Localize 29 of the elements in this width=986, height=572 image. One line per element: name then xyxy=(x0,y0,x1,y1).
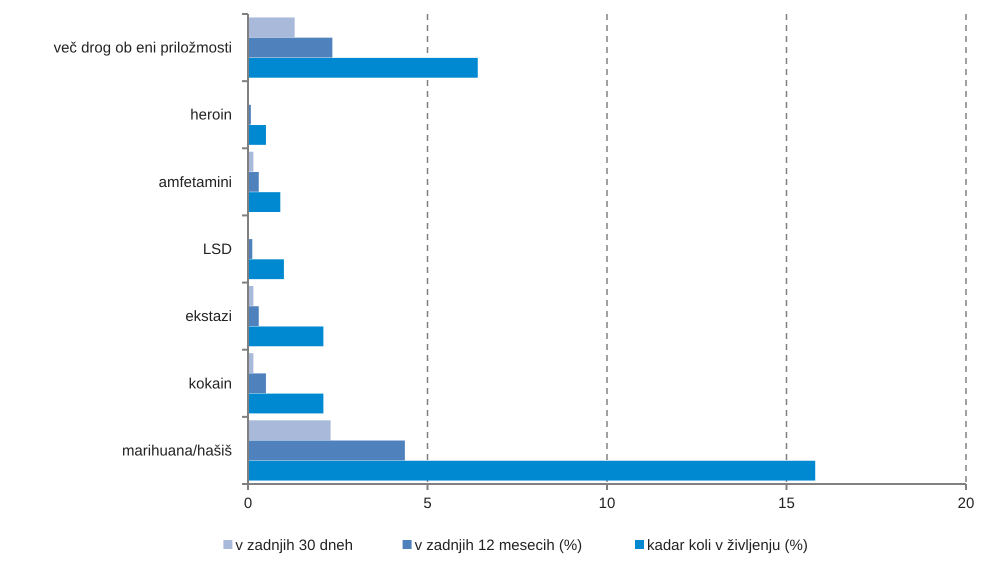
x-tick-label: 10 xyxy=(598,495,616,512)
y-tick-label: kokain xyxy=(188,375,232,392)
y-tick-label: LSD xyxy=(202,241,232,258)
legend-label: kadar koli v življenju (%) xyxy=(647,537,808,554)
bar xyxy=(248,326,324,346)
x-tick-label: 20 xyxy=(958,495,974,512)
bar xyxy=(248,192,280,212)
legend-label: v zadnjih 30 dneh xyxy=(235,537,353,554)
y-tick-label: več drog ob eni priložmosti xyxy=(54,40,232,57)
bar xyxy=(248,38,332,58)
bar xyxy=(248,394,324,414)
bar xyxy=(248,373,266,394)
bar xyxy=(248,17,295,38)
bar xyxy=(248,460,816,481)
x-tick-label: 0 xyxy=(244,495,252,512)
y-tick-label: heroin xyxy=(190,106,232,124)
bar xyxy=(248,172,259,192)
y-tick-label: ekstazi xyxy=(185,308,232,326)
y-tick-label: amfetamini xyxy=(158,174,232,191)
bar xyxy=(248,58,478,78)
x-tick-label: 5 xyxy=(423,495,432,512)
bar xyxy=(248,440,405,460)
legend-label: v zadnjih 12 mesecih (%) xyxy=(414,537,582,554)
x-tick-label: 15 xyxy=(778,495,795,512)
bar xyxy=(248,420,331,440)
bar xyxy=(248,306,259,326)
bar xyxy=(248,259,284,280)
bar xyxy=(248,125,266,145)
y-tick-label: marihuana/hašiš xyxy=(122,442,232,460)
